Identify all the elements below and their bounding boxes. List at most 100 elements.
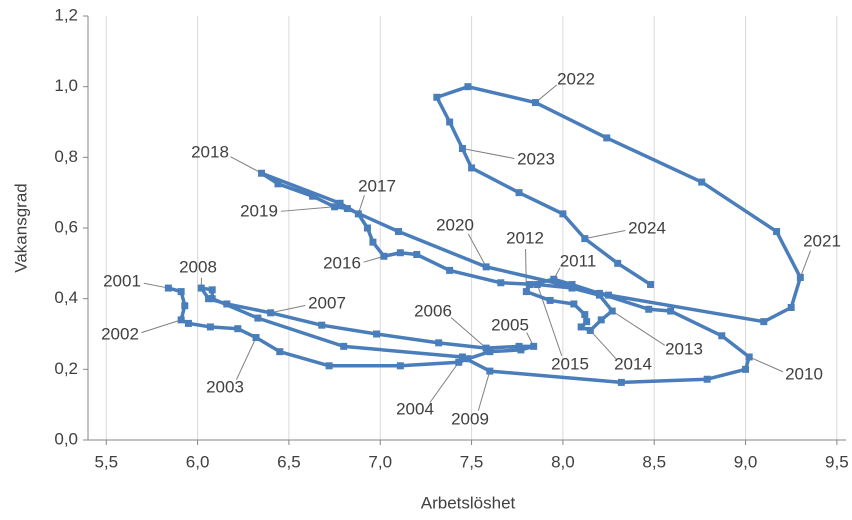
marker [254,314,262,322]
marker [205,295,213,303]
marker [458,353,466,361]
x-tick-label: 6,5 [277,452,301,471]
marker [468,164,476,172]
x-axis-title: Arbetslöshet [421,493,516,512]
marker [603,134,611,142]
annotation: 2024 [628,218,666,237]
x-tick-label: 7,5 [460,452,484,471]
annotation: 2006 [414,301,452,320]
marker [354,210,362,218]
marker [703,375,711,383]
marker [568,281,576,289]
marker [181,302,189,310]
marker [667,307,675,315]
annotation: 2007 [308,293,346,312]
x-tick-label: 9,0 [734,452,758,471]
marker [223,300,231,308]
marker [745,353,753,361]
marker [369,238,377,246]
leader-line [611,310,665,346]
marker [773,228,781,236]
marker [614,259,622,267]
leader-line [799,250,812,278]
leader-line [477,370,491,411]
marker [550,275,558,283]
marker [530,342,538,350]
marker [331,203,339,211]
marker [522,288,530,296]
annotation: 2023 [517,149,555,168]
annotation: 2015 [551,354,589,373]
annotation: 2001 [103,271,141,290]
leader-line [230,156,262,174]
marker [177,316,185,324]
marker [396,249,404,257]
marker [486,348,494,356]
annotation: 2017 [358,176,396,195]
marker [515,342,523,350]
annotation: 2010 [785,364,823,383]
marker [340,342,348,350]
annotation: 2003 [206,377,244,396]
annotation: 2012 [506,228,544,247]
marker [742,365,750,373]
x-tick-label: 7,0 [368,452,392,471]
marker [486,367,494,375]
marker [464,355,472,363]
marker [433,93,441,101]
marker [559,210,567,218]
marker [458,145,466,152]
marker [164,284,172,292]
marker [581,311,589,319]
marker [597,316,605,324]
marker [208,286,216,294]
marker [531,99,539,107]
annotation: 2008 [179,257,217,276]
marker [760,318,768,326]
marker [380,252,388,260]
annotation: 2004 [396,399,434,418]
marker [267,309,275,317]
leader-line [143,282,169,289]
y-tick-label: 0,0 [54,429,78,448]
leader-line [450,317,487,349]
marker [787,304,795,311]
annotation: 2002 [101,324,139,343]
marker [234,325,242,333]
leader-line [141,319,182,334]
marker [605,291,613,299]
marker [526,281,534,289]
marker [343,205,351,213]
y-tick-label: 0,8 [54,147,78,166]
y-tick-label: 0,2 [54,359,78,378]
marker [568,284,576,292]
marker [373,330,381,338]
marker [276,348,284,356]
annotation: 2018 [191,142,229,161]
leader-line [429,361,460,403]
marker [482,263,490,271]
marker [413,251,421,258]
marker [608,307,616,315]
y-tick-label: 1,0 [54,76,78,95]
x-tick-label: 9,5 [825,452,849,471]
annotation: 2020 [436,215,474,234]
marker [497,279,505,287]
leader-line [589,330,617,360]
leader-line [280,206,335,212]
annotation: 2021 [803,231,841,250]
marker [698,178,706,186]
leader-line [462,148,515,159]
annotation: 2011 [560,251,597,270]
marker [517,346,525,354]
marker [197,284,205,292]
marker [546,296,554,304]
marker [455,358,463,366]
leader-line [236,337,257,380]
marker [318,321,326,329]
marker [581,235,589,243]
marker [464,83,472,91]
marker [396,362,404,370]
marker [617,378,625,386]
